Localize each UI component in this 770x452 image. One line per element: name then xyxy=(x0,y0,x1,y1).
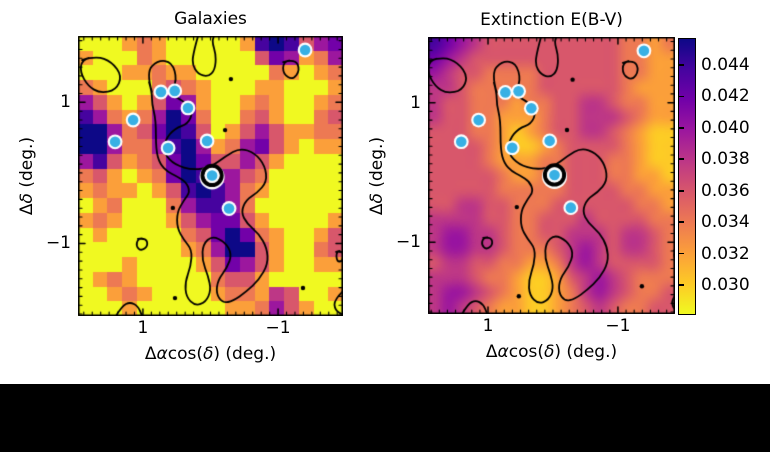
axis-label-part: ) (deg.) xyxy=(213,344,277,364)
axis-label-part: (deg.) xyxy=(367,136,387,193)
colorbar xyxy=(678,38,696,315)
x-tick-label: 1 xyxy=(137,318,149,338)
y-tick-label: −1 xyxy=(45,233,71,254)
colorbar-tick xyxy=(679,252,684,255)
axis-label-part: Δ xyxy=(144,344,157,364)
colorbar-tick-label: 0.040 xyxy=(701,117,750,138)
y-tick-label: 1 xyxy=(410,92,421,113)
bottom-bar xyxy=(0,384,770,452)
colorbar-tick xyxy=(679,95,684,98)
y-axis-label-extinction: Δδ (deg.) xyxy=(367,136,387,214)
panel-title-galaxies: Galaxies xyxy=(174,9,247,29)
galaxies-heatmap xyxy=(78,36,343,316)
axis-label-part: δ xyxy=(202,344,214,364)
colorbar-tick-label: 0.034 xyxy=(701,212,750,233)
colorbar-tick-label: 0.030 xyxy=(701,275,750,295)
x-axis-label-extinction: Δαcos(δ) (deg.) xyxy=(486,342,617,362)
axis-label-part: δ xyxy=(17,193,37,204)
colorbar-tick-label: 0.032 xyxy=(701,243,750,264)
axis-label-part: α xyxy=(497,342,509,362)
x-tick-label: 1 xyxy=(482,316,494,336)
colorbar-tick-label: 0.042 xyxy=(701,86,750,107)
colorbar-tick-label: 0.038 xyxy=(701,149,750,170)
colorbar-tick-label: 0.044 xyxy=(701,55,750,75)
y-tick-label: −1 xyxy=(395,232,421,253)
colorbar-tick xyxy=(679,221,684,223)
axis-label-part: ) (deg.) xyxy=(554,342,618,362)
axis-label-part: δ xyxy=(367,192,387,203)
colorbar-tick xyxy=(679,158,684,161)
axis-label-part: α xyxy=(156,344,168,364)
panel-title-extinction: Extinction E(B-V) xyxy=(480,10,623,30)
colorbar-tick-label: 0.036 xyxy=(701,180,750,201)
y-axis-label-galaxies: Δδ (deg.) xyxy=(17,137,37,215)
axis-label-part: Δ xyxy=(485,342,498,362)
x-tick-label: −1 xyxy=(265,318,291,338)
x-tick-label: −1 xyxy=(605,316,631,336)
axis-label-part: (deg.) xyxy=(17,136,37,194)
colorbar-tick xyxy=(679,284,684,286)
y-tick-label: 1 xyxy=(60,92,71,113)
x-axis-label-galaxies: Δαcos(δ) (deg.) xyxy=(145,344,276,364)
colorbar-tick xyxy=(679,189,684,192)
colorbar-tick xyxy=(679,64,684,66)
axis-label-part: Δ xyxy=(17,203,37,216)
colorbar-tick xyxy=(679,127,684,129)
axis-label-part: δ xyxy=(543,342,555,362)
axis-label-part: Δ xyxy=(367,202,387,215)
axis-label-part: cos( xyxy=(508,342,544,362)
extinction-heatmap xyxy=(428,37,675,314)
axis-label-part: cos( xyxy=(167,344,203,364)
